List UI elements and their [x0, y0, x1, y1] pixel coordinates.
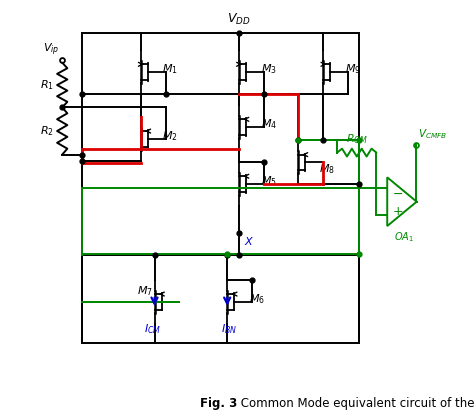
Text: $I_{BN}$: $I_{BN}$	[221, 322, 237, 336]
Text: $M_6$: $M_6$	[249, 292, 265, 306]
Text: $+$: $+$	[392, 205, 403, 218]
Text: $V_{CMFB}$: $V_{CMFB}$	[418, 127, 447, 141]
Text: $R_2$: $R_2$	[40, 124, 54, 138]
Text: $R_{CM}$: $R_{CM}$	[346, 132, 368, 146]
Text: $M_4$: $M_4$	[261, 117, 277, 131]
Text: $M_5$: $M_5$	[261, 174, 276, 188]
Text: $M_8$: $M_8$	[319, 163, 336, 176]
Text: $V_{ip}$: $V_{ip}$	[43, 42, 59, 59]
Text: $-$: $-$	[392, 187, 403, 199]
Text: $R_1$: $R_1$	[40, 78, 54, 92]
Text: Fig. 3: Fig. 3	[200, 397, 237, 410]
Text: $V_{DD}$: $V_{DD}$	[227, 12, 251, 27]
Text: $M_2$: $M_2$	[163, 129, 178, 143]
Text: $M_9$: $M_9$	[345, 62, 361, 76]
Text: $OA_1$: $OA_1$	[394, 230, 414, 244]
Text: $M_3$: $M_3$	[261, 62, 276, 76]
Text: $I_{CM}$: $I_{CM}$	[144, 322, 161, 336]
Text: $M_1$: $M_1$	[163, 62, 178, 76]
Text: $M_7$: $M_7$	[137, 284, 153, 298]
Text: $X$: $X$	[244, 235, 254, 247]
Text: Common Mode equivalent circuit of the amplifier: Common Mode equivalent circuit of the am…	[237, 397, 474, 410]
